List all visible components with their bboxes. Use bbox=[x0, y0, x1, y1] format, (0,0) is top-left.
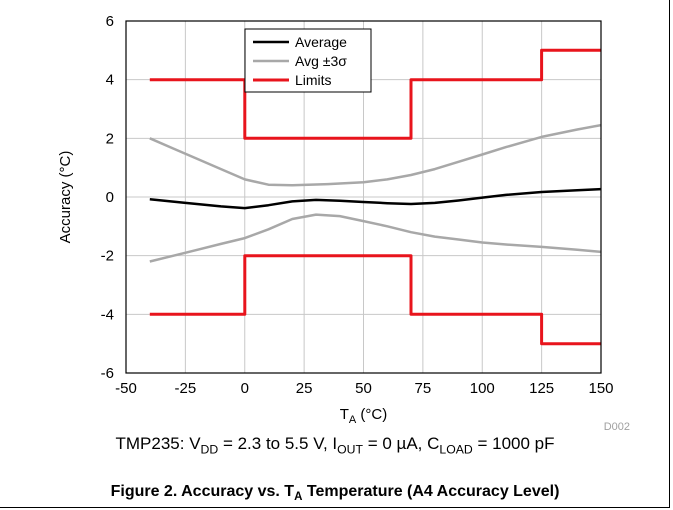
legend-label: Avg ±3σ bbox=[295, 53, 347, 69]
x-axis-label: TA (°C) bbox=[340, 406, 388, 426]
x-tick-label: -50 bbox=[115, 380, 137, 397]
series-line-avg-3 bbox=[149, 213, 602, 263]
y-tick-label: -2 bbox=[101, 248, 114, 265]
x-tick-label: 75 bbox=[415, 380, 432, 397]
x-tick-label: 125 bbox=[529, 380, 554, 397]
test-conditions-note: TMP235: VDD = 2.3 to 5.5 V, IOUT = 0 µA,… bbox=[115, 434, 555, 457]
y-tick-label: -6 bbox=[101, 365, 114, 382]
accuracy-chart: -50 -25 0 25 50 75 100 125 150 -6 -4 -2 0 2 4 6 Accurac… bbox=[57, 13, 630, 430]
series-line-lower-limit bbox=[149, 254, 601, 346]
legend: Average Avg ±3σ Limits bbox=[244, 28, 372, 93]
x-tick-label: 0 bbox=[241, 380, 249, 397]
x-tick-label: 150 bbox=[588, 380, 613, 397]
series-line-average bbox=[149, 187, 602, 210]
x-tick-label: 50 bbox=[355, 380, 372, 397]
x-tick-label: -25 bbox=[175, 380, 197, 397]
series-line-avg-3 bbox=[149, 123, 602, 187]
series-layer bbox=[149, 48, 602, 346]
y-tick-label: -4 bbox=[101, 306, 114, 323]
legend-label: Limits bbox=[295, 72, 332, 88]
series-line-upper-limit bbox=[149, 48, 601, 140]
y-tick-label: 4 bbox=[106, 72, 114, 89]
x-tick-label: 100 bbox=[470, 380, 495, 397]
plot-border bbox=[125, 20, 602, 374]
y-tick-label: 0 bbox=[106, 189, 114, 206]
y-tick-label: 6 bbox=[106, 13, 114, 30]
tick-labels: -50 -25 0 25 50 75 100 125 150 -6 -4 -2 0 2 4 6 bbox=[101, 13, 614, 397]
figure-code: D002 bbox=[604, 421, 630, 430]
legend-label: Average bbox=[295, 34, 347, 50]
x-tick-label: 25 bbox=[296, 380, 313, 397]
figure-title: Figure 2. Accuracy vs. TA Temperature (A… bbox=[110, 483, 560, 504]
y-tick-label: 2 bbox=[106, 130, 114, 147]
y-axis-label: Accuracy (°C) bbox=[57, 151, 74, 244]
